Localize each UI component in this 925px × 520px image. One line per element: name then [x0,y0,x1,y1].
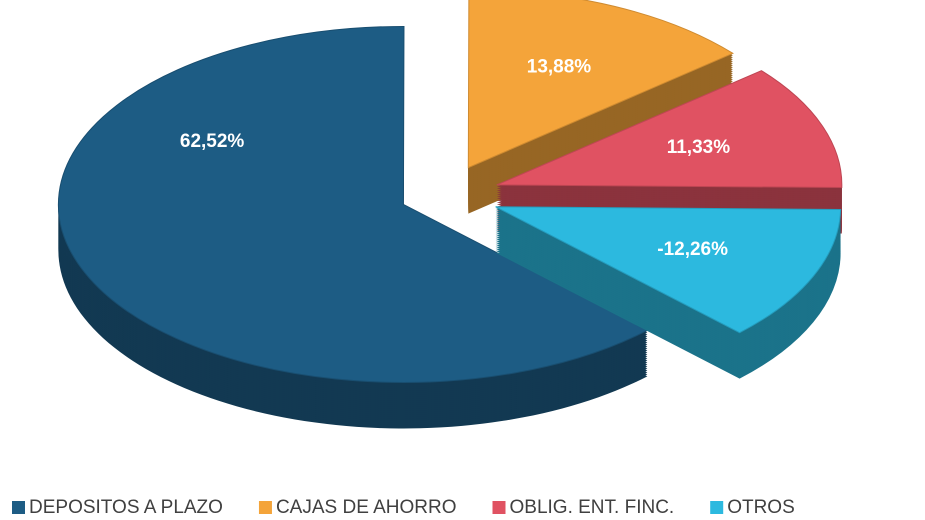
data-label: 13,88% [527,57,592,78]
legend-swatch [492,501,506,514]
slice [496,70,843,189]
data-label: -12,26% [657,239,728,260]
legend-swatch [258,501,272,514]
legend-swatch [12,501,25,514]
data-label: 11,33% [667,137,730,158]
data-label: 62,52% [180,131,245,152]
slice [57,25,649,383]
slice [467,0,734,169]
legend-label: OTROS [727,497,795,518]
legend-label: OBLIG. ENT. FINC. [510,497,675,518]
legend-swatch [710,501,724,514]
slice [495,206,842,334]
legend-label: DEPOSITOS A PLAZO [29,497,223,518]
legend-label: CAJAS DE AHORRO [276,497,457,518]
